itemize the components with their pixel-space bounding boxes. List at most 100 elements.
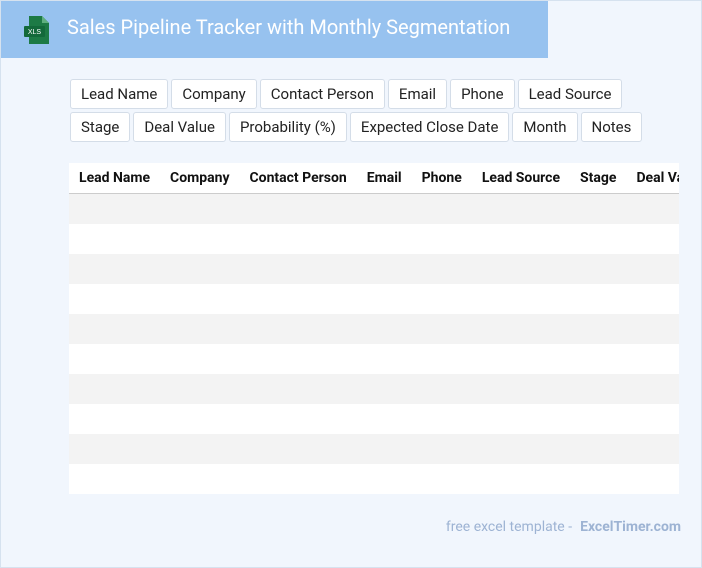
table-cell[interactable] — [626, 314, 679, 344]
table-cell[interactable] — [356, 314, 412, 344]
table-cell[interactable] — [160, 284, 240, 314]
table-cell[interactable] — [239, 374, 357, 404]
table-cell[interactable] — [160, 314, 240, 344]
table-cell[interactable] — [471, 284, 571, 314]
table-cell[interactable] — [239, 254, 357, 284]
table-cell[interactable] — [356, 344, 412, 374]
table-cell[interactable] — [411, 284, 472, 314]
table-cell[interactable] — [356, 254, 412, 284]
table-cell[interactable] — [69, 344, 161, 374]
table-cell[interactable] — [411, 224, 472, 254]
table-cell[interactable] — [160, 193, 240, 224]
table-cell[interactable] — [160, 254, 240, 284]
table-cell[interactable] — [570, 314, 627, 344]
table-cell[interactable] — [69, 284, 161, 314]
table-cell[interactable] — [239, 314, 357, 344]
table-cell[interactable] — [570, 254, 627, 284]
table-cell[interactable] — [471, 254, 571, 284]
table-cell[interactable] — [239, 284, 357, 314]
table-cell[interactable] — [356, 224, 412, 254]
table-cell[interactable] — [239, 434, 357, 464]
table-cell[interactable] — [411, 344, 472, 374]
field-button[interactable]: Deal Value — [133, 112, 226, 142]
field-button[interactable]: Month — [512, 112, 578, 142]
table-cell[interactable] — [239, 464, 357, 494]
table-cell[interactable] — [570, 374, 627, 404]
field-button[interactable]: Contact Person — [259, 79, 385, 109]
field-button[interactable]: Notes — [580, 112, 643, 142]
table-cell[interactable] — [160, 374, 240, 404]
field-button[interactable]: Lead Name — [70, 79, 169, 109]
table-cell[interactable] — [471, 224, 571, 254]
table-cell[interactable] — [69, 224, 161, 254]
table-cell[interactable] — [160, 224, 240, 254]
field-button[interactable]: Email — [387, 79, 448, 109]
table-cell[interactable] — [160, 434, 240, 464]
table-cell[interactable] — [239, 224, 357, 254]
table-cell[interactable] — [356, 193, 412, 224]
table-cell[interactable] — [411, 314, 472, 344]
table-cell[interactable] — [626, 193, 679, 224]
table-cell[interactable] — [356, 404, 412, 434]
table-cell[interactable] — [570, 464, 627, 494]
table-cell[interactable] — [356, 284, 412, 314]
field-button[interactable]: Phone — [450, 79, 515, 109]
table-cell[interactable] — [69, 434, 161, 464]
table-cell[interactable] — [411, 404, 472, 434]
table-cell[interactable] — [626, 224, 679, 254]
table-cell[interactable] — [570, 344, 627, 374]
table-cell[interactable] — [356, 434, 412, 464]
column-header: Phone — [411, 163, 472, 194]
table-cell[interactable] — [626, 284, 679, 314]
table-container: Lead Name Company Contact Person Email Phone… — [69, 163, 679, 494]
table-cell[interactable] — [411, 374, 472, 404]
field-button[interactable]: Stage — [70, 112, 131, 142]
table-cell[interactable] — [356, 464, 412, 494]
table-cell[interactable] — [356, 374, 412, 404]
field-button[interactable]: Lead Source — [517, 79, 623, 109]
table-cell[interactable] — [411, 464, 472, 494]
table-cell[interactable] — [160, 404, 240, 434]
table-cell[interactable] — [160, 464, 240, 494]
table-cell[interactable] — [570, 404, 627, 434]
table-cell[interactable] — [239, 344, 357, 374]
header-row: Lead Name Company Contact Person Email Phone… — [69, 163, 679, 194]
table-cell[interactable] — [626, 344, 679, 374]
field-button[interactable]: Expected Close Date — [349, 112, 510, 142]
table-cell[interactable] — [239, 193, 357, 224]
table-cell[interactable] — [471, 374, 571, 404]
table-cell[interactable] — [239, 404, 357, 434]
table-row — [69, 224, 679, 254]
table-cell[interactable] — [570, 434, 627, 464]
table-cell[interactable] — [69, 193, 161, 224]
table-cell[interactable] — [570, 284, 627, 314]
table-cell[interactable] — [471, 344, 571, 374]
table-cell[interactable] — [411, 254, 472, 284]
table-cell[interactable] — [69, 254, 161, 284]
table-cell[interactable] — [69, 314, 161, 344]
table-row — [69, 193, 679, 224]
table-cell[interactable] — [411, 193, 472, 224]
field-button[interactable]: Company — [171, 79, 257, 109]
table-cell[interactable] — [69, 464, 161, 494]
footer-brand[interactable]: ExcelTimer.com — [580, 519, 681, 535]
table-cell[interactable] — [69, 374, 161, 404]
table-cell[interactable] — [570, 224, 627, 254]
table-cell[interactable] — [69, 404, 161, 434]
table-cell[interactable] — [160, 344, 240, 374]
table-cell[interactable] — [626, 434, 679, 464]
table-cell[interactable] — [471, 314, 571, 344]
field-button[interactable]: Probability (%) — [228, 112, 347, 142]
table-cell[interactable] — [570, 193, 627, 224]
table-cell[interactable] — [471, 193, 571, 224]
table-cell[interactable] — [471, 434, 571, 464]
table-cell[interactable] — [471, 404, 571, 434]
table-cell[interactable] — [626, 374, 679, 404]
table-cell[interactable] — [626, 464, 679, 494]
table-cell[interactable] — [471, 464, 571, 494]
table-cell[interactable] — [626, 254, 679, 284]
table-cell[interactable] — [626, 404, 679, 434]
icon-label: XLS — [28, 29, 42, 36]
xls-icon: XLS — [24, 16, 49, 44]
table-cell[interactable] — [411, 434, 472, 464]
